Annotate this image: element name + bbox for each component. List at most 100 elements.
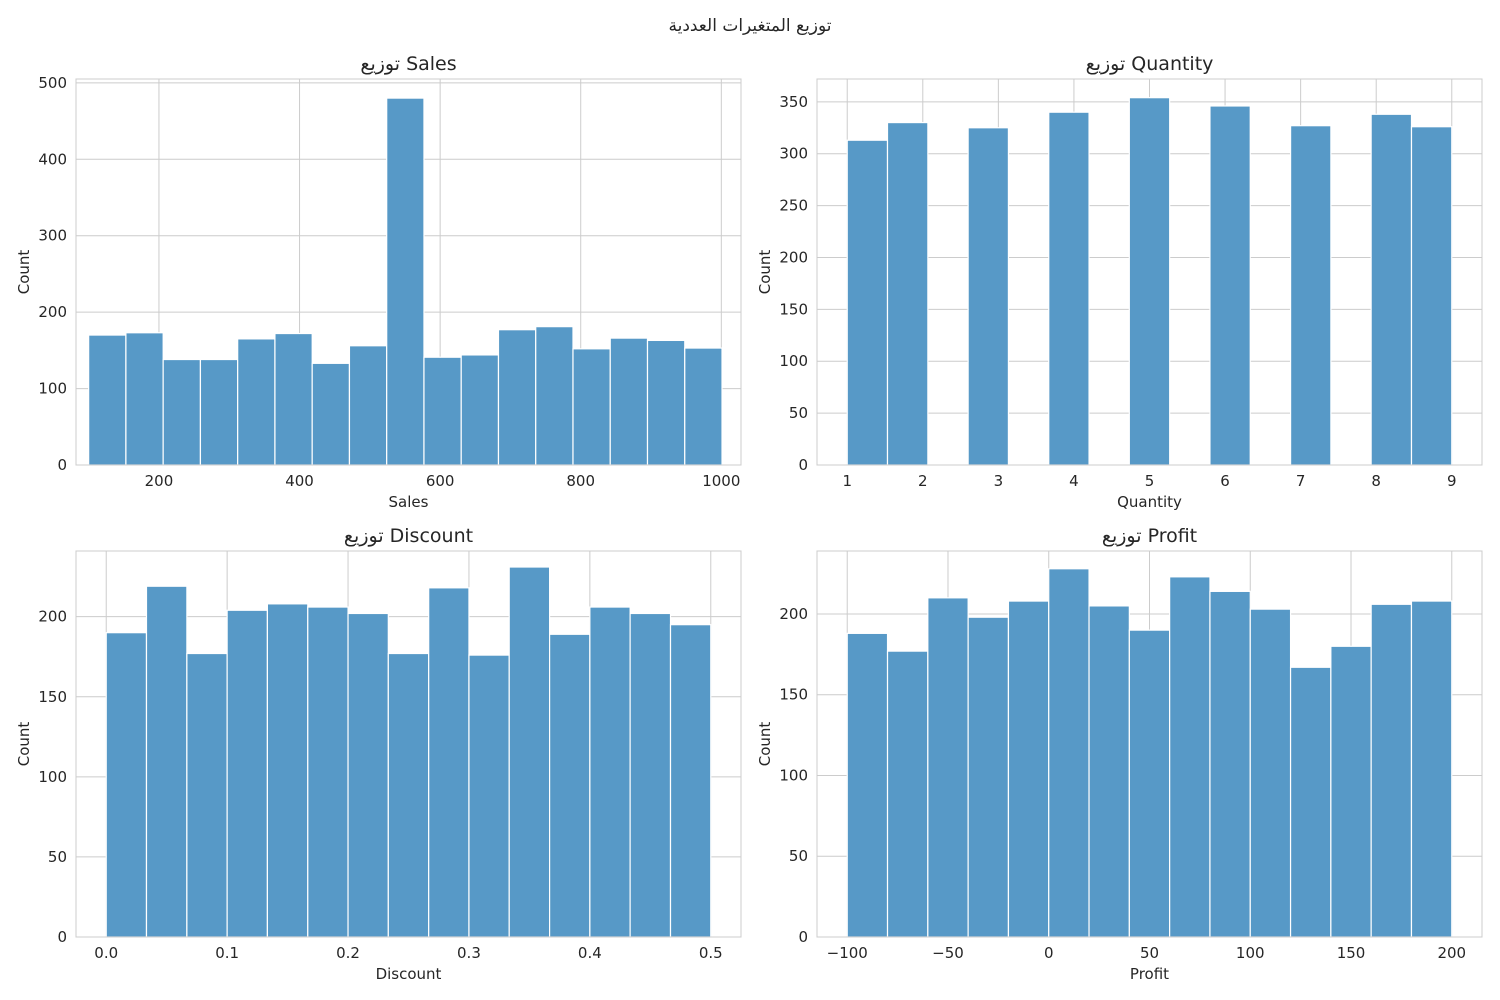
histogram-bar (1249, 608, 1292, 938)
y-tick-label: 100 (38, 380, 67, 398)
x-tick-label: 0.4 (578, 944, 602, 962)
histogram-bar (347, 612, 389, 938)
histogram-bar (629, 612, 672, 938)
y-tick-label: 150 (38, 688, 67, 706)
x-tick-label: 0.5 (699, 944, 723, 962)
x-tick-label: 1 (842, 472, 852, 490)
x-tick-label: 0.2 (336, 944, 360, 962)
histogram-bar (927, 597, 969, 938)
x-tick-label: 5 (1145, 472, 1155, 490)
x-tick-label: −50 (932, 944, 964, 962)
histogram-bar (468, 654, 510, 938)
histogram-bar (145, 585, 188, 938)
histogram-bar (162, 358, 202, 466)
histogram-bar (572, 348, 611, 466)
plot-frame (816, 78, 1483, 466)
x-tick-label: 200 (1437, 944, 1466, 962)
histogram-bar (423, 356, 462, 466)
histogram-bar (669, 624, 712, 938)
chart-title: توزيع Profit (1102, 525, 1197, 547)
histogram-bar (549, 633, 591, 938)
y-tick-label: 300 (38, 227, 67, 245)
y-tick-label: 50 (789, 404, 808, 422)
discount-histogram: 0.0 0.1 0.2 0.3 0.4 0.5 0 50 100 150 200 توزيع Disc… (15, 525, 742, 983)
histogram-bar (387, 652, 430, 938)
histogram-bar (535, 326, 574, 466)
y-tick-label: 100 (779, 352, 808, 370)
histogram-bar (846, 632, 889, 938)
y-tick-label: 200 (38, 608, 67, 626)
y-tick-label: 0 (57, 456, 67, 474)
figure-title: توزيع المتغيرات العددية (668, 16, 832, 36)
histogram-bar (237, 338, 276, 466)
histogram-bar (508, 566, 551, 938)
y-axis-label: Count (15, 722, 33, 767)
histogram-bar (1289, 125, 1332, 466)
x-tick-label: 600 (426, 472, 455, 490)
x-tick-label: 50 (1140, 944, 1159, 962)
histogram-bar (125, 332, 164, 466)
histogram-bar (967, 127, 1010, 466)
quantity-histogram: 1 2 3 4 5 6 7 8 9 0 50 100 150 200 250 300 350 توزيع Quan… (756, 53, 1483, 511)
x-tick-label: 3 (994, 472, 1004, 490)
histogram-bar (886, 121, 929, 466)
x-tick-label: 0 (1044, 944, 1054, 962)
y-tick-label: 100 (38, 768, 67, 786)
y-tick-label: 0 (798, 928, 808, 946)
histogram-bar (684, 347, 723, 466)
y-tick-label: 300 (779, 145, 808, 163)
x-tick-label: 6 (1220, 472, 1230, 490)
y-tick-label: 500 (38, 74, 67, 92)
histogram-bar (1410, 600, 1453, 938)
profit-histogram: −100 −50 0 50 100 150 200 0 50 100 150 200 توزيع Pro… (756, 525, 1483, 983)
histogram-bar (1007, 600, 1050, 938)
histogram-bar (1048, 111, 1090, 466)
x-tick-label: 400 (285, 472, 314, 490)
histogram-bar (497, 329, 537, 466)
x-tick-label: 800 (566, 472, 595, 490)
x-tick-label: 7 (1296, 472, 1306, 490)
histogram-bar (1330, 645, 1372, 938)
histogram-bar (274, 332, 313, 466)
x-tick-label: 0.1 (215, 944, 239, 962)
y-tick-label: 50 (48, 848, 67, 866)
histogram-bar (311, 362, 351, 466)
x-tick-label: 0.0 (94, 944, 118, 962)
y-axis-label: Count (756, 722, 774, 767)
y-tick-label: 0 (57, 928, 67, 946)
x-axis-label: Profit (1130, 965, 1169, 983)
y-tick-label: 200 (38, 303, 67, 321)
x-tick-label: 2 (918, 472, 928, 490)
histogram-bar (1289, 666, 1332, 938)
x-tick-label: 200 (145, 472, 174, 490)
x-tick-label: 4 (1069, 472, 1079, 490)
y-tick-label: 200 (779, 248, 808, 266)
plot-frame (75, 550, 742, 938)
histogram-bar (1088, 605, 1130, 938)
histogram-bar (1370, 113, 1413, 466)
x-tick-label: 100 (1236, 944, 1265, 962)
sales-histogram: 200 400 600 800 1000 0 100 200 300 400 500 توزيع Sa… (15, 53, 742, 511)
y-tick-label: 200 (779, 605, 808, 623)
histogram-bar (226, 609, 268, 938)
x-tick-label: −100 (827, 944, 868, 962)
histogram-bar (428, 587, 470, 938)
histogram-bar (307, 606, 349, 938)
y-axis-label: Count (15, 250, 33, 295)
histogram-bar (386, 97, 425, 466)
histogram-bar (460, 354, 500, 466)
x-axis-label: Quantity (1117, 493, 1182, 511)
histogram-bar (1209, 590, 1251, 938)
chart-title: توزيع Quantity (1086, 53, 1214, 75)
histogram-bar (1370, 603, 1413, 938)
histogram-bar (589, 606, 631, 938)
x-axis-label: Discount (376, 965, 442, 983)
y-tick-label: 250 (779, 197, 808, 215)
histogram-bar (266, 603, 309, 938)
y-tick-label: 400 (38, 150, 67, 168)
y-tick-label: 100 (779, 766, 808, 784)
x-axis-label: Sales (389, 493, 429, 511)
y-axis-label: Count (756, 250, 774, 295)
histogram-bar (88, 334, 127, 466)
histogram-bar (846, 139, 889, 466)
